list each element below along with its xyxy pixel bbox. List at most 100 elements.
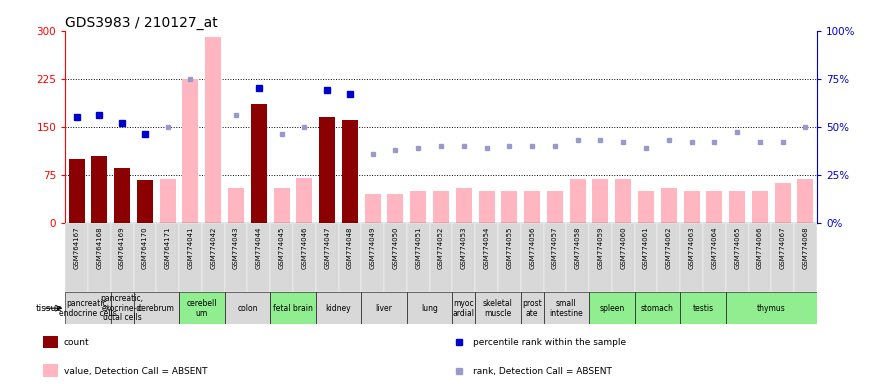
FancyBboxPatch shape <box>634 293 680 324</box>
FancyBboxPatch shape <box>521 223 543 292</box>
Text: prost
ate: prost ate <box>522 299 542 318</box>
Text: percentile rank within the sample: percentile rank within the sample <box>473 338 626 347</box>
Bar <box>479 191 494 223</box>
Text: stomach: stomach <box>641 304 673 313</box>
Bar <box>228 187 244 223</box>
Text: spleen: spleen <box>600 304 625 313</box>
Text: GSM774044: GSM774044 <box>255 226 262 268</box>
Text: tissue: tissue <box>36 304 63 313</box>
Text: GSM774046: GSM774046 <box>302 226 308 269</box>
Text: pancreatic,
endocrine cells: pancreatic, endocrine cells <box>59 299 116 318</box>
Text: testis: testis <box>693 304 713 313</box>
Text: value, Detection Call = ABSENT: value, Detection Call = ABSENT <box>64 367 208 376</box>
Bar <box>547 191 563 223</box>
FancyBboxPatch shape <box>680 223 703 292</box>
FancyBboxPatch shape <box>543 293 589 324</box>
Text: GSM764167: GSM764167 <box>74 226 80 269</box>
Bar <box>729 191 745 223</box>
FancyBboxPatch shape <box>248 223 270 292</box>
FancyBboxPatch shape <box>134 293 179 324</box>
Text: GSM774058: GSM774058 <box>574 226 580 269</box>
FancyBboxPatch shape <box>634 223 658 292</box>
Text: myoc
ardial: myoc ardial <box>453 299 474 318</box>
Bar <box>524 191 541 223</box>
FancyBboxPatch shape <box>179 223 202 292</box>
FancyBboxPatch shape <box>567 223 589 292</box>
FancyBboxPatch shape <box>772 223 794 292</box>
FancyBboxPatch shape <box>498 223 521 292</box>
FancyBboxPatch shape <box>407 223 429 292</box>
FancyBboxPatch shape <box>726 223 748 292</box>
Text: GSM764169: GSM764169 <box>119 226 125 269</box>
FancyBboxPatch shape <box>224 293 270 324</box>
Bar <box>660 187 677 223</box>
Text: GSM774067: GSM774067 <box>779 226 786 269</box>
Text: GSM774052: GSM774052 <box>438 226 444 268</box>
Text: small
intestine: small intestine <box>549 299 583 318</box>
Text: kidney: kidney <box>326 304 351 313</box>
FancyBboxPatch shape <box>65 293 110 324</box>
FancyBboxPatch shape <box>293 223 315 292</box>
Bar <box>570 179 586 223</box>
FancyBboxPatch shape <box>748 223 772 292</box>
Text: pancreatic,
exocrine-d
uctal cells: pancreatic, exocrine-d uctal cells <box>101 294 143 322</box>
FancyBboxPatch shape <box>315 293 362 324</box>
FancyBboxPatch shape <box>680 293 726 324</box>
Bar <box>296 178 312 223</box>
Text: lung: lung <box>421 304 438 313</box>
FancyBboxPatch shape <box>156 223 179 292</box>
Text: cerebell
um: cerebell um <box>187 299 217 318</box>
FancyBboxPatch shape <box>110 223 134 292</box>
Text: GSM774054: GSM774054 <box>483 226 489 268</box>
Text: GSM774063: GSM774063 <box>688 226 694 269</box>
Bar <box>593 179 608 223</box>
Bar <box>798 179 813 223</box>
Bar <box>706 191 722 223</box>
FancyBboxPatch shape <box>703 223 726 292</box>
Bar <box>91 156 107 223</box>
Bar <box>274 187 289 223</box>
FancyBboxPatch shape <box>521 293 543 324</box>
Text: GSM774066: GSM774066 <box>757 226 763 269</box>
Text: GSM774057: GSM774057 <box>552 226 558 269</box>
Bar <box>388 194 403 223</box>
Bar <box>251 104 267 223</box>
FancyBboxPatch shape <box>179 293 224 324</box>
Text: GSM774050: GSM774050 <box>393 226 399 269</box>
Text: GSM774056: GSM774056 <box>529 226 535 269</box>
Text: GSM774042: GSM774042 <box>210 226 216 268</box>
Bar <box>365 194 381 223</box>
Bar <box>615 179 631 223</box>
Text: colon: colon <box>237 304 257 313</box>
Text: GSM764168: GSM764168 <box>96 226 103 269</box>
Text: GSM774059: GSM774059 <box>598 226 603 269</box>
FancyBboxPatch shape <box>726 293 817 324</box>
Bar <box>433 191 449 223</box>
Text: GSM774043: GSM774043 <box>233 226 239 269</box>
Text: GSM774060: GSM774060 <box>620 226 627 269</box>
FancyBboxPatch shape <box>589 293 634 324</box>
FancyBboxPatch shape <box>453 293 475 324</box>
Text: GSM774045: GSM774045 <box>279 226 284 268</box>
FancyBboxPatch shape <box>315 223 339 292</box>
FancyBboxPatch shape <box>407 293 453 324</box>
FancyBboxPatch shape <box>65 223 88 292</box>
FancyBboxPatch shape <box>384 223 407 292</box>
FancyBboxPatch shape <box>794 223 817 292</box>
Bar <box>114 168 130 223</box>
Text: GSM774055: GSM774055 <box>507 226 513 268</box>
FancyBboxPatch shape <box>362 293 407 324</box>
Text: GSM774041: GSM774041 <box>188 226 194 269</box>
FancyBboxPatch shape <box>612 223 634 292</box>
FancyBboxPatch shape <box>134 223 156 292</box>
Text: fetal brain: fetal brain <box>273 304 313 313</box>
Bar <box>182 79 198 223</box>
Bar <box>205 37 222 223</box>
Bar <box>775 183 791 223</box>
Text: count: count <box>64 338 90 347</box>
FancyBboxPatch shape <box>589 223 612 292</box>
FancyBboxPatch shape <box>339 223 362 292</box>
Text: GSM774061: GSM774061 <box>643 226 649 269</box>
FancyBboxPatch shape <box>224 223 248 292</box>
Bar <box>69 159 84 223</box>
